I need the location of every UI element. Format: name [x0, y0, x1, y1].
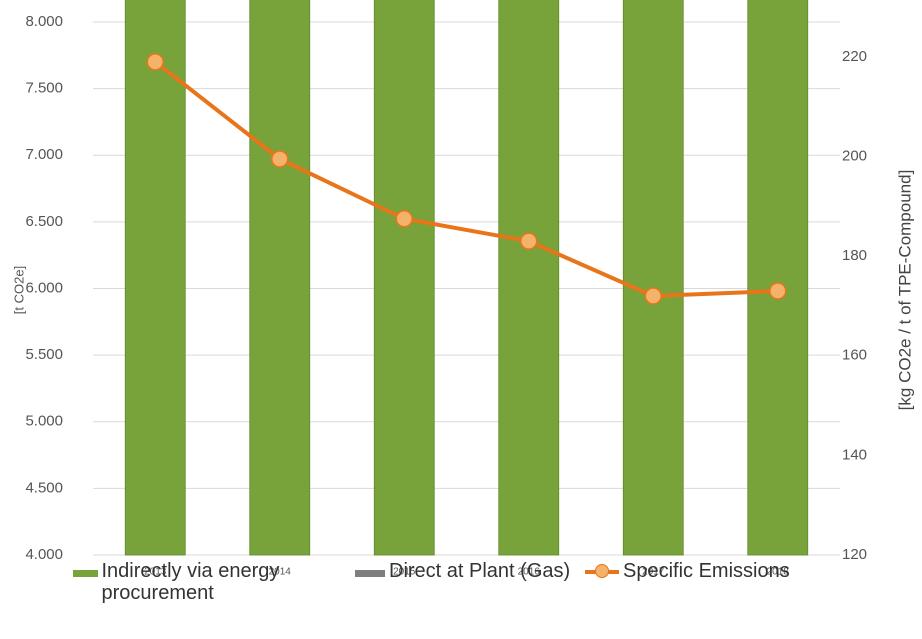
- legend-item: Specific Emissions: [585, 560, 885, 582]
- x-tick-label: 2018: [767, 567, 790, 578]
- y-tick-label: 5.000: [25, 413, 63, 430]
- marker: [271, 150, 289, 168]
- y2-tick-label: 220: [842, 48, 867, 65]
- marker: [395, 210, 413, 228]
- bar: [622, 0, 684, 556]
- x-tick-label: 2017: [642, 567, 665, 578]
- y-tick-label: 7.000: [25, 146, 63, 163]
- legend-item: Indirectly via energy procurement: [73, 560, 343, 604]
- legend-swatch: [73, 570, 98, 577]
- marker: [146, 53, 164, 71]
- y-tick-label: 4.000: [25, 546, 63, 563]
- bar: [249, 0, 311, 556]
- x-tick-label: 2016: [518, 567, 541, 578]
- marker: [769, 282, 787, 300]
- y2-tick-label: 140: [842, 446, 867, 463]
- y2-axis-label: [kg CO2e / t of TPE-Compound]: [895, 170, 914, 411]
- marker: [520, 232, 538, 250]
- bar: [498, 0, 560, 556]
- y-tick-label: 6.500: [25, 213, 63, 230]
- y2-tick-label: 180: [842, 247, 867, 264]
- legend-item: Direct at Plant (Gas): [355, 560, 575, 582]
- legend-label: Specific Emissions: [623, 560, 790, 582]
- x-tick-label: 2014: [269, 567, 292, 578]
- y-tick-label: 6.000: [25, 279, 63, 296]
- marker: [644, 287, 662, 305]
- legend-swatch: [355, 570, 385, 577]
- line: [154, 60, 778, 298]
- legend-label: Direct at Plant (Gas): [389, 560, 571, 582]
- y2-tick-label: 200: [842, 147, 867, 164]
- y-axis-label: [t CO2e]: [11, 266, 26, 314]
- y2-tick-label: 120: [842, 546, 867, 563]
- y-tick-label: 7.500: [25, 80, 63, 97]
- legend-swatch: [585, 564, 619, 578]
- y2-tick-label: 160: [842, 347, 867, 364]
- y-tick-label: 5.500: [25, 346, 63, 363]
- x-tick-label: 2013: [144, 567, 167, 578]
- x-tick-label: 2015: [393, 567, 416, 578]
- bar: [747, 0, 809, 556]
- y-tick-label: 8.000: [25, 13, 63, 30]
- y-tick-label: 4.500: [25, 479, 63, 496]
- bar: [373, 0, 435, 556]
- legend-marker: [595, 564, 609, 578]
- bar: [124, 0, 186, 556]
- legend-label: Indirectly via energy procurement: [101, 560, 280, 604]
